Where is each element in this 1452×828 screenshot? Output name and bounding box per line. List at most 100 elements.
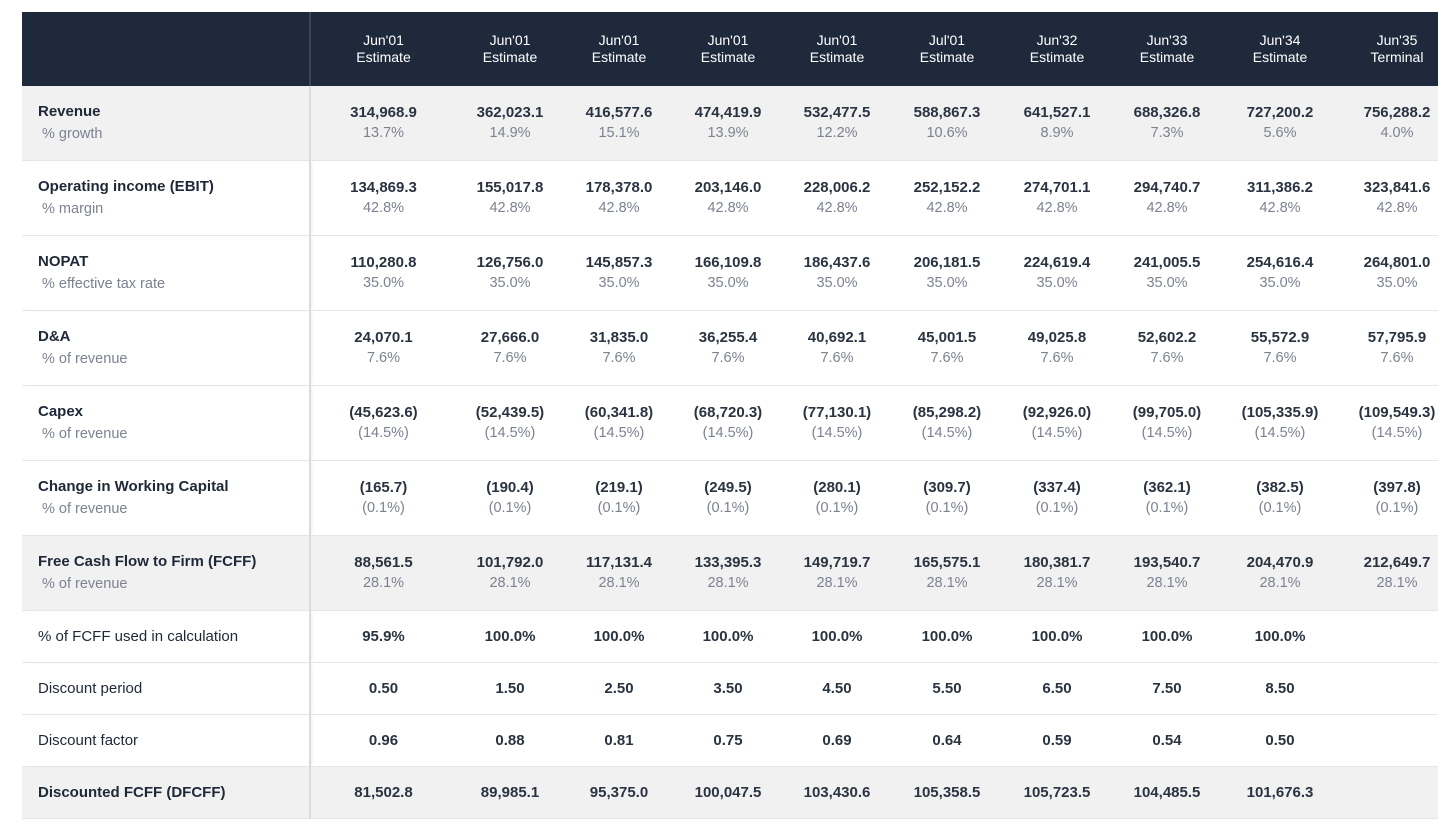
column-header[interactable]: Jun'01 Estimate: [564, 12, 674, 86]
row-sublabel: % effective tax rate: [42, 276, 166, 292]
value-cell: 0.50: [1222, 714, 1338, 767]
column-header[interactable]: Jun'32 Estimate: [1002, 12, 1112, 86]
row-label-cell: Change in Working Capital % of revenue: [22, 460, 311, 536]
value-cell: 274,701.1 42.8%: [1002, 160, 1112, 236]
cell-subvalue: 35.0%: [926, 275, 968, 291]
cell-value: 27,666.0: [480, 329, 540, 346]
column-header[interactable]: Jun'01 Estimate: [456, 12, 564, 86]
value-cell: 100.0%: [564, 610, 674, 663]
value-cell: 228,006.2 42.8%: [782, 160, 892, 236]
cell-value: 101,676.3: [1246, 783, 1314, 801]
cell-subvalue: 35.0%: [362, 275, 405, 291]
cell-subvalue: 28.1%: [1376, 575, 1418, 591]
cell-value: 100.0%: [484, 627, 536, 645]
cell-value: (85,298.2): [912, 404, 982, 421]
cell-value: 311,386.2: [1247, 179, 1313, 196]
value-cell: 588,867.3 10.6%: [892, 86, 1002, 161]
value-cell: (85,298.2) (14.5%): [892, 385, 1002, 461]
column-header[interactable]: Jun'35 Terminal: [1338, 12, 1438, 86]
row-label-cell: Free Cash Flow to Firm (FCFF) % of revenu…: [22, 535, 311, 611]
value-cell: (219.1) (0.1%): [564, 460, 674, 536]
cell-subvalue: (14.5%): [484, 425, 536, 441]
row-label: Revenue: [38, 103, 101, 120]
cell-subvalue: (14.5%): [702, 425, 754, 441]
cell-subvalue: 7.6%: [1150, 350, 1184, 366]
value-cell: (45,623.6) (14.5%): [310, 385, 456, 461]
column-kind: Estimate: [1252, 49, 1308, 65]
cell-value: 100.0%: [1141, 627, 1193, 645]
value-cell: 0.69: [782, 714, 892, 767]
value-cell: (105,335.9) (14.5%): [1222, 385, 1338, 461]
cell-value: 212,649.7: [1363, 554, 1431, 571]
cell-subvalue: 42.8%: [1146, 200, 1188, 216]
column-period: Jun'32: [1036, 32, 1078, 48]
value-cell: 241,005.5 35.0%: [1112, 235, 1222, 311]
cell-value: 100.0%: [921, 627, 973, 645]
cell-subvalue: 42.8%: [598, 200, 640, 216]
cell-value: (249.5): [704, 479, 752, 496]
value-cell: 155,017.8 42.8%: [456, 160, 564, 236]
value-cell: 100.0%: [456, 610, 564, 663]
cell-value: (99,705.0): [1132, 404, 1202, 421]
cell-value: 100.0%: [1031, 627, 1083, 645]
cell-value: (382.5): [1256, 479, 1304, 496]
cell-value: 474,419.9: [694, 104, 762, 121]
cell-subvalue: (14.5%): [921, 425, 973, 441]
cell-subvalue: 13.9%: [707, 125, 749, 141]
cell-value: 0.69: [822, 731, 852, 749]
cell-value: (397.8): [1373, 479, 1421, 496]
column-header[interactable]: Jun'34 Estimate: [1222, 12, 1338, 86]
dcf-table-panel: Jun'01 Estimate Jun'01 Estimate Jun'01 Estima…: [22, 12, 1438, 820]
dcf-table: Jun'01 Estimate Jun'01 Estimate Jun'01 Estima…: [22, 12, 1438, 819]
cell-value: (190.4): [486, 479, 534, 496]
cell-value: 100,047.5: [694, 783, 762, 801]
cell-subvalue: 15.1%: [598, 125, 640, 141]
cell-subvalue: 28.1%: [707, 575, 749, 591]
column-header[interactable]: Jun'01 Estimate: [310, 12, 456, 86]
value-cell: 294,740.7 42.8%: [1112, 160, 1222, 236]
table-row: Discount period 0.50 1.50 2.50 3.50 4.50 5.50 6…: [22, 662, 1438, 715]
row-label: Discounted FCFF (DFCFF): [38, 783, 226, 801]
row-label-cell: D&A % of revenue: [22, 310, 311, 386]
column-header[interactable]: Jun'01 Estimate: [782, 12, 892, 86]
cell-value: 0.64: [932, 731, 962, 749]
cell-value: 95.9%: [362, 627, 405, 645]
cell-subvalue: (0.1%): [1375, 500, 1419, 516]
cell-subvalue: 10.6%: [926, 125, 968, 141]
column-period: Jun'01: [489, 32, 531, 48]
cell-subvalue: 7.6%: [711, 350, 745, 366]
cell-subvalue: 7.6%: [366, 350, 401, 366]
cell-value: 105,723.5: [1023, 783, 1091, 801]
row-label-cell: Discount factor: [22, 714, 311, 767]
value-cell: 186,437.6 35.0%: [782, 235, 892, 311]
value-cell: 264,801.0 35.0%: [1338, 235, 1438, 311]
value-cell: 134,869.3 42.8%: [310, 160, 456, 236]
cell-subvalue: 5.6%: [1263, 125, 1297, 141]
value-cell: 145,857.3 35.0%: [564, 235, 674, 311]
cell-value: (52,439.5): [475, 404, 545, 421]
table-row: Discounted FCFF (DFCFF) 81,502.8 89,985.1 9…: [22, 766, 1438, 819]
cell-value: 416,577.6: [585, 104, 653, 121]
cell-value: (219.1): [595, 479, 643, 496]
column-header[interactable]: Jun'33 Estimate: [1112, 12, 1222, 86]
row-sublabel: % margin: [42, 201, 104, 217]
value-cell: 4.50: [782, 662, 892, 715]
cell-value: 193,540.7: [1133, 554, 1201, 571]
value-cell: 204,470.9 28.1%: [1222, 535, 1338, 611]
cell-value: 40,692.1: [807, 329, 867, 346]
cell-value: 5.50: [932, 679, 962, 697]
cell-value: 532,477.5: [803, 104, 871, 121]
cell-subvalue: (14.5%): [1031, 425, 1083, 441]
value-cell: 81,502.8: [310, 766, 456, 819]
column-kind: Estimate: [591, 49, 647, 65]
cell-subvalue: (14.5%): [593, 425, 645, 441]
column-header[interactable]: Jun'01 Estimate: [674, 12, 782, 86]
value-cell: (309.7) (0.1%): [892, 460, 1002, 536]
value-cell: 2.50: [564, 662, 674, 715]
cell-subvalue: 28.1%: [926, 575, 968, 591]
column-header[interactable]: Jul'01 Estimate: [892, 12, 1002, 86]
column-period: Jun'01: [816, 32, 858, 48]
value-cell: 688,326.8 7.3%: [1112, 86, 1222, 161]
column-kind: Estimate: [700, 49, 756, 65]
cell-subvalue: 35.0%: [1376, 275, 1418, 291]
